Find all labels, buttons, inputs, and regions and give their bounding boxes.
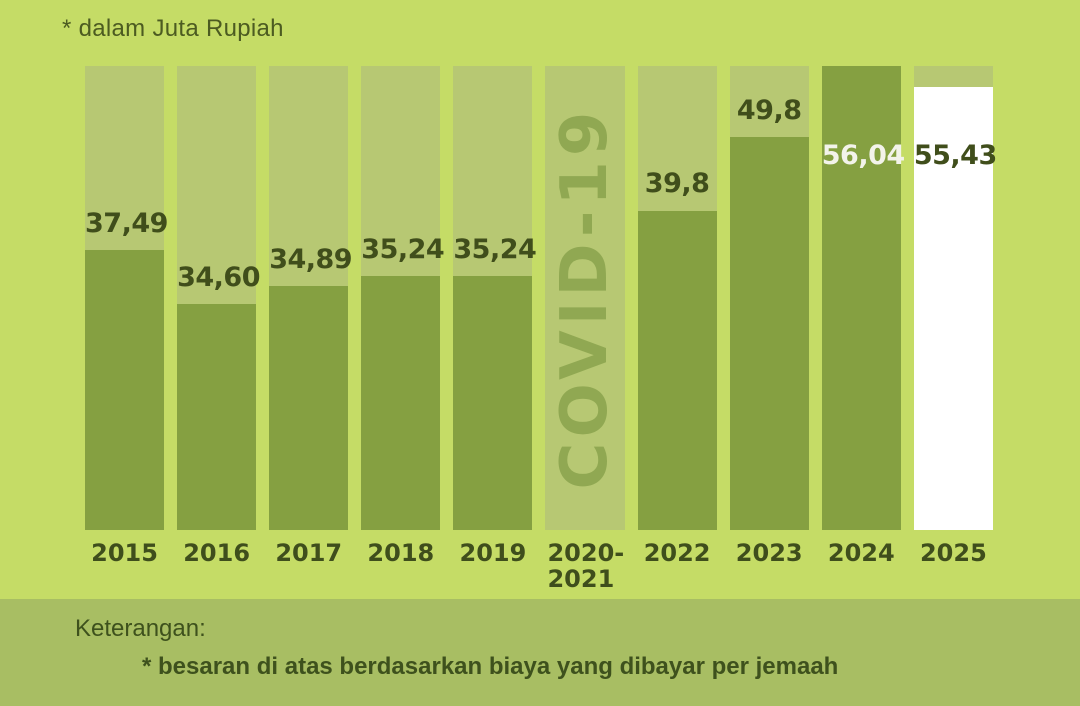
bar-column-2016: 34,60 2016 xyxy=(177,66,261,593)
bar-track: 49,8 xyxy=(729,66,809,530)
year-label: 2019 xyxy=(459,539,527,567)
bar-value-label: 34,89 xyxy=(269,243,353,275)
year-label: 2018 xyxy=(367,539,435,567)
year-label: 2016 xyxy=(183,539,251,567)
bar-value-label: 49,8 xyxy=(736,94,802,126)
bar-value-label: 34,60 xyxy=(177,261,260,293)
bar-column-2023: 49,8 2023 xyxy=(729,66,809,593)
bar-fill xyxy=(177,304,257,530)
bar-column-2018: 35,24 2018 xyxy=(361,66,445,593)
bar-column-2019: 35,24 2019 xyxy=(453,66,537,593)
bar-fill xyxy=(453,276,533,530)
bar-track: 39,8 xyxy=(637,66,717,530)
year-label: 2025 xyxy=(919,539,987,567)
bar-fill xyxy=(637,210,717,530)
bar-value-label: 35,24 xyxy=(361,233,445,265)
bar-fill xyxy=(821,66,901,530)
bar-track: COVID-19 xyxy=(545,66,625,530)
bar-fill xyxy=(269,285,349,530)
bar-track: 35,24 xyxy=(453,66,537,530)
bar-track: 34,60 xyxy=(177,66,261,530)
bar-value-label: 35,24 xyxy=(453,233,537,265)
bar-value-label: 56,04 xyxy=(821,140,905,171)
bar-chart: 37,49 2015 34,60 2016 34,89 2017 35,24 2… xyxy=(85,66,997,593)
chart-unit-note: * dalam Juta Rupiah xyxy=(62,15,284,42)
bar-value-label: 37,49 xyxy=(85,207,168,239)
bar-fill xyxy=(85,250,165,530)
year-label: 2022 xyxy=(643,539,711,567)
bar-track: 34,89 xyxy=(269,66,353,530)
bar-track: 56,04 xyxy=(821,66,905,530)
bar-column-2025: 55,43 2025 xyxy=(913,66,997,593)
bar-fill xyxy=(913,86,993,530)
bar-column-2017: 34,89 2017 xyxy=(269,66,353,593)
year-label: 2017 xyxy=(275,539,343,567)
year-label: 2020- 2021 xyxy=(547,539,625,593)
bar-fill xyxy=(729,137,809,530)
bar-track: 55,43 xyxy=(913,66,997,530)
covid-19-label: COVID-19 xyxy=(548,106,623,490)
footer-note-band: Keterangan: * besaran di atas berdasarka… xyxy=(0,599,1080,706)
bar-column-2022: 39,8 2022 xyxy=(637,66,717,593)
year-label: 2024 xyxy=(827,539,895,567)
bar-column-2020-2021: COVID-19 2020- 2021 xyxy=(545,66,625,593)
footer-heading: Keterangan: xyxy=(75,615,206,642)
footer-note: * besaran di atas berdasarkan biaya yang… xyxy=(142,653,839,680)
year-label: 2015 xyxy=(91,539,158,567)
bar-column-2015: 37,49 2015 xyxy=(85,66,168,593)
year-label: 2023 xyxy=(735,539,803,567)
bar-track: 35,24 xyxy=(361,66,445,530)
bar-fill xyxy=(361,276,441,530)
bar-track: 37,49 xyxy=(85,66,168,530)
bar-value-label: 39,8 xyxy=(644,168,710,200)
bar-column-2024: 56,04 2024 xyxy=(821,66,905,593)
bar-value-label: 55,43 xyxy=(913,140,997,171)
